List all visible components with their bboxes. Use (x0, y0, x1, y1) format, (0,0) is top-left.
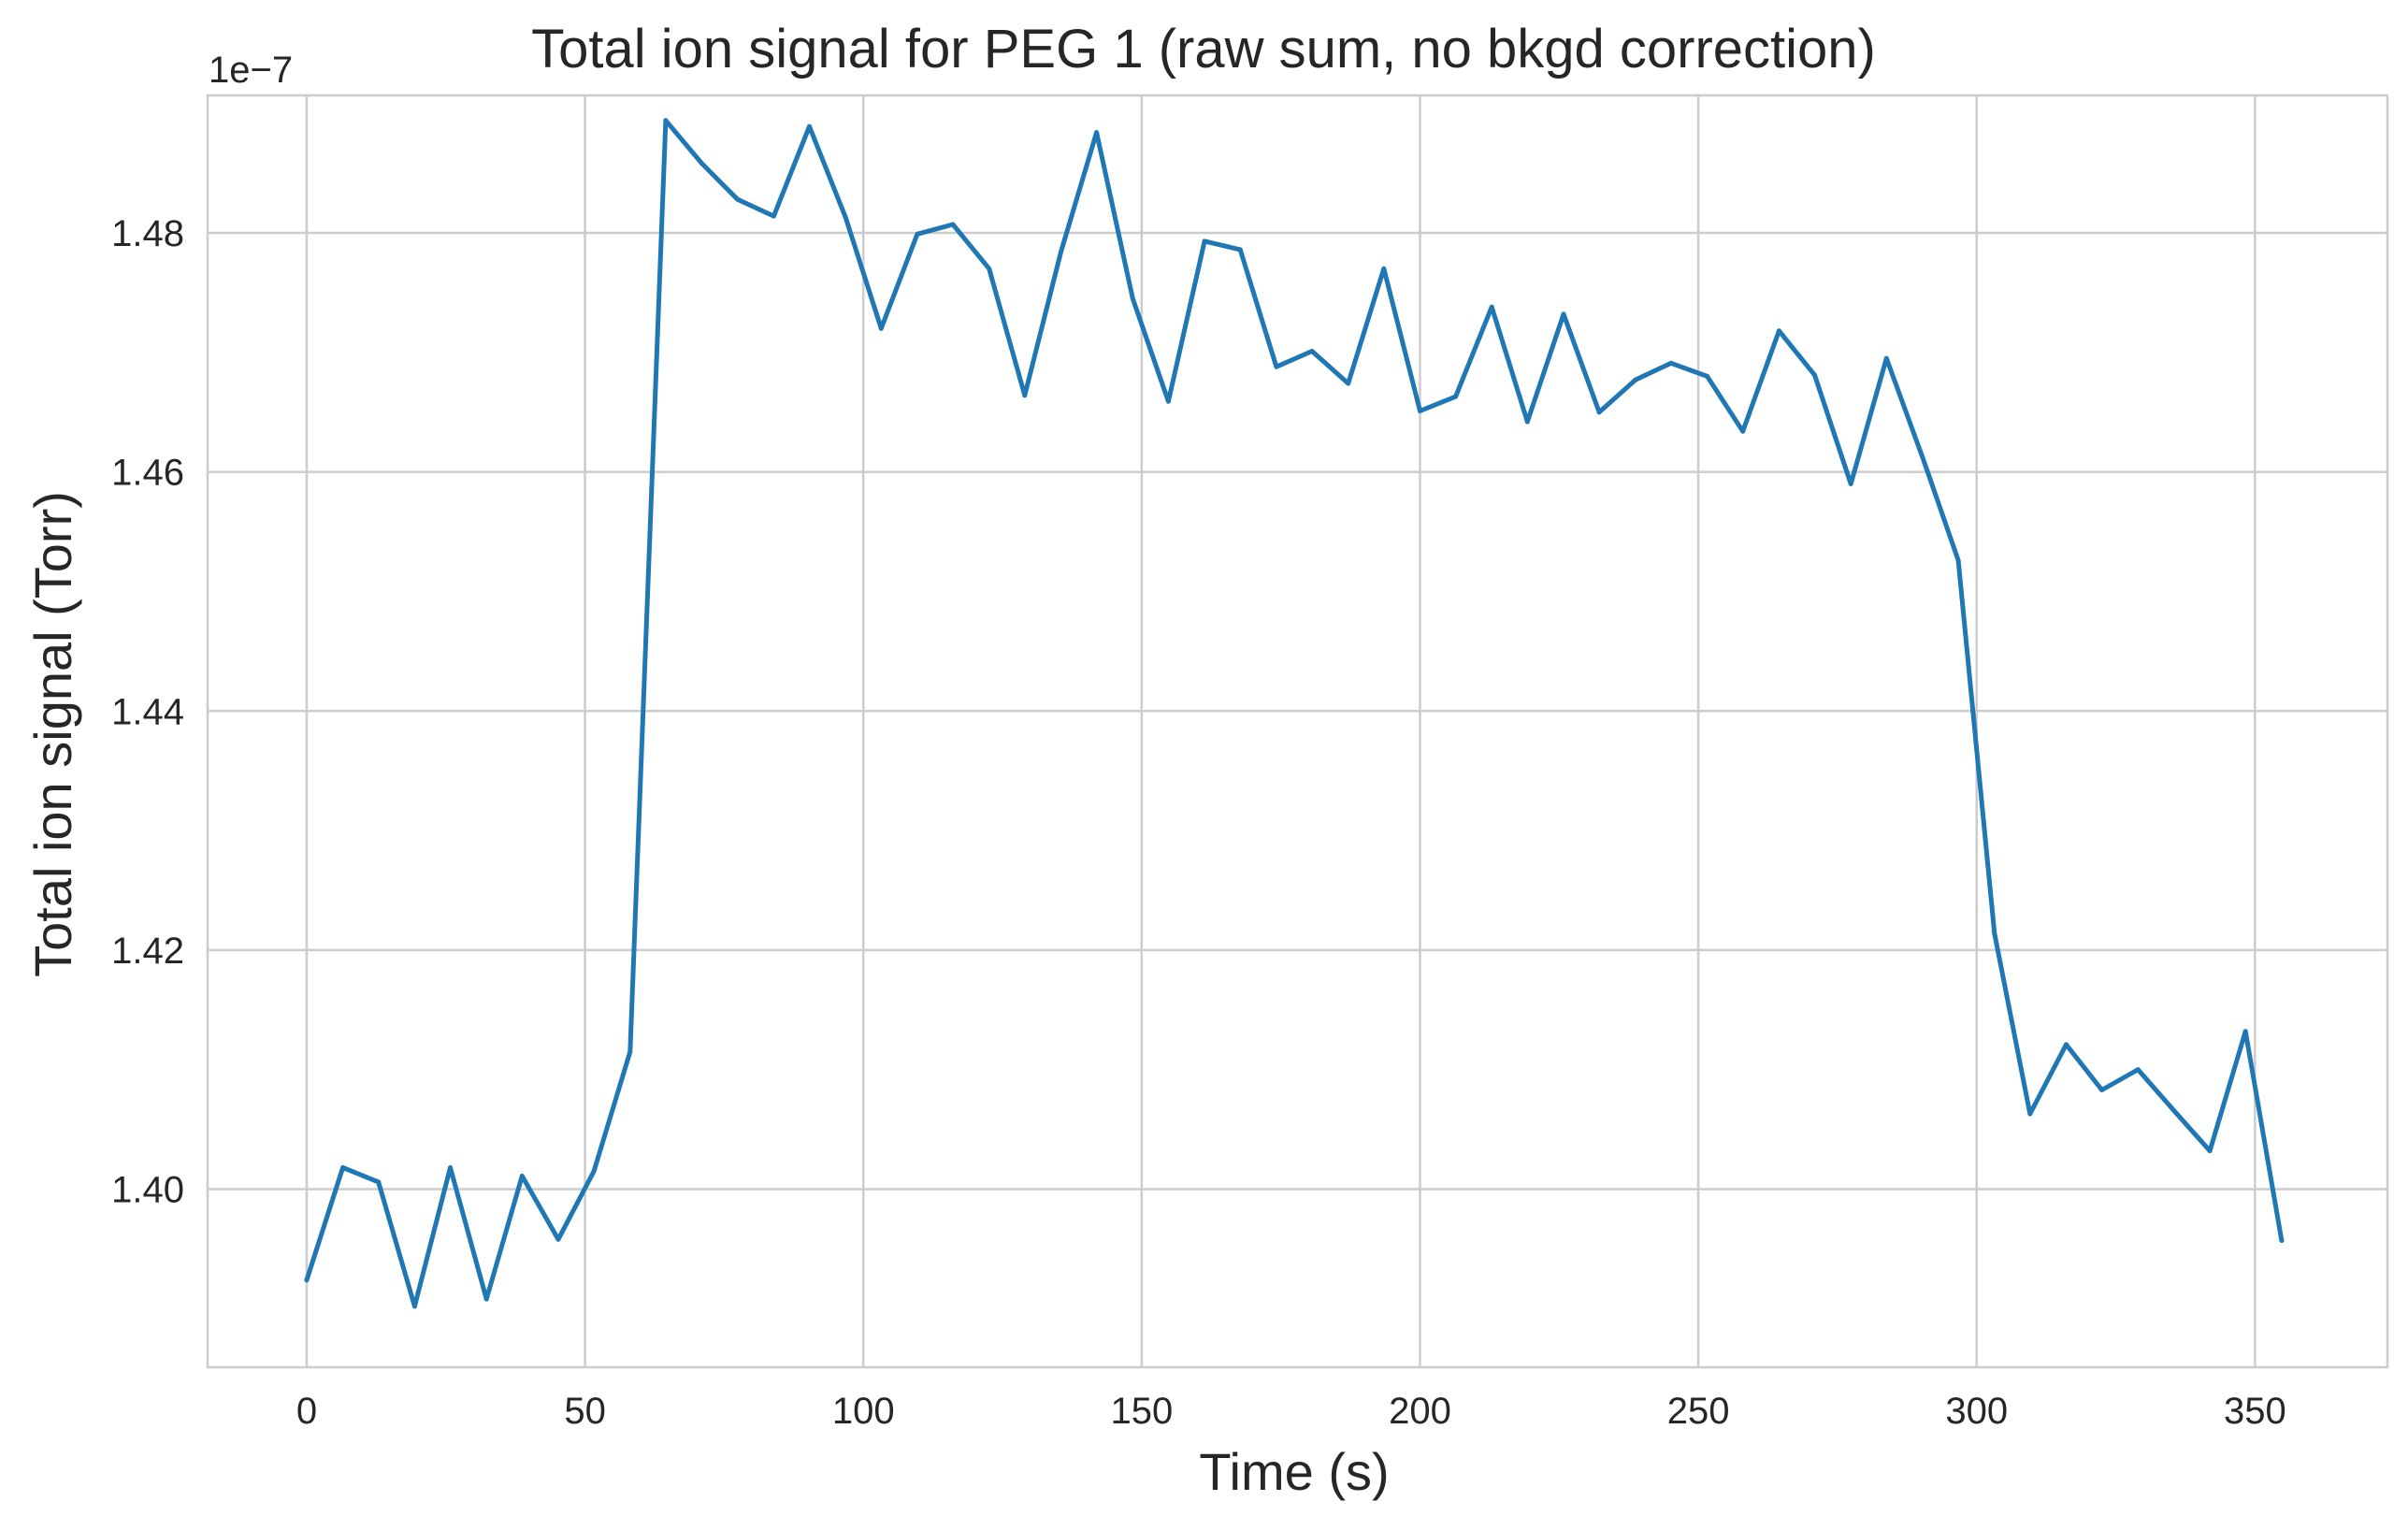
data-point (627, 1049, 633, 1055)
data-point (411, 1304, 417, 1309)
data-point (1705, 373, 1710, 379)
data-point (2064, 1042, 2069, 1047)
data-point (950, 222, 956, 227)
data-point (2099, 1087, 2105, 1092)
data-point (1920, 455, 1925, 460)
data-point (1202, 238, 1207, 244)
x-tick-label: 50 (564, 1391, 606, 1432)
data-point (1309, 349, 1315, 354)
data-point (1848, 481, 1853, 486)
y-tick-label: 1.40 (111, 1170, 184, 1211)
x-tick-label: 200 (1389, 1391, 1451, 1432)
data-point (699, 161, 705, 166)
series-line (304, 118, 2285, 1309)
data-point (1811, 372, 1817, 378)
data-point (663, 118, 669, 123)
data-point (878, 325, 884, 331)
data-point (1059, 249, 1064, 254)
data-point (1524, 419, 1530, 425)
data-point (1094, 130, 1100, 136)
data-point (304, 1277, 310, 1283)
y-tick-label: 1.46 (111, 453, 184, 494)
data-point (1237, 247, 1243, 253)
data-point (1883, 355, 1889, 361)
data-point (1561, 311, 1566, 317)
data-point (1955, 557, 1961, 563)
data-point (1130, 296, 1135, 301)
x-tick-label: 0 (296, 1391, 317, 1432)
data-point (2027, 1111, 2033, 1117)
data-point (1992, 931, 1997, 936)
data-point (2207, 1148, 2213, 1154)
data-point (806, 123, 812, 129)
data-point (483, 1296, 489, 1302)
data-point (1381, 266, 1387, 271)
data-point (1489, 304, 1494, 310)
data-point (448, 1165, 454, 1171)
data-point (340, 1165, 346, 1171)
data-point (771, 213, 776, 219)
x-axis-label: Time (s) (1199, 1442, 1389, 1501)
y-tick-label: 1.42 (111, 931, 184, 972)
grid (208, 95, 2387, 1367)
data-point (591, 1168, 597, 1174)
data-point (1165, 398, 1171, 404)
data-point (1417, 408, 1422, 413)
data-point (987, 266, 992, 271)
data-point (1022, 393, 1028, 398)
data-point (1776, 328, 1781, 334)
data-point (915, 231, 920, 237)
y-tick-labels: 1.40 1.42 1.44 1.46 1.48 (111, 213, 184, 1211)
data-point (1346, 381, 1351, 386)
series-layer (304, 118, 2285, 1309)
data-point (376, 1179, 382, 1185)
y-axis-offset-label: 1e−7 (209, 50, 293, 91)
y-axis-label: Total ion signal (Torr) (23, 491, 82, 977)
data-point (2170, 1107, 2176, 1113)
data-point (735, 196, 741, 202)
data-point (1633, 377, 1638, 382)
data-point (2135, 1067, 2141, 1073)
plot-frame (206, 94, 2389, 1369)
data-point (1740, 428, 1746, 434)
chart-title: Total ion signal for PEG 1 (raw sum, no … (531, 19, 1876, 79)
x-tick-label: 350 (2224, 1391, 2286, 1432)
x-tick-labels: 0 50 100 150 200 250 300 350 (296, 1391, 2286, 1432)
y-tick-label: 1.44 (111, 691, 184, 732)
x-tick-label: 300 (1945, 1391, 2008, 1432)
x-tick-label: 100 (832, 1391, 895, 1432)
x-tick-label: 150 (1110, 1391, 1173, 1432)
data-point (1453, 394, 1459, 399)
data-point (1596, 410, 1602, 415)
data-point (2242, 1029, 2248, 1034)
data-point (555, 1236, 561, 1242)
data-point (1274, 364, 1279, 369)
data-point (1668, 360, 1674, 366)
data-point (843, 214, 848, 220)
y-tick-label: 1.48 (111, 213, 184, 254)
x-tick-label: 250 (1667, 1391, 1730, 1432)
data-point (2279, 1238, 2285, 1244)
data-point (519, 1173, 525, 1178)
